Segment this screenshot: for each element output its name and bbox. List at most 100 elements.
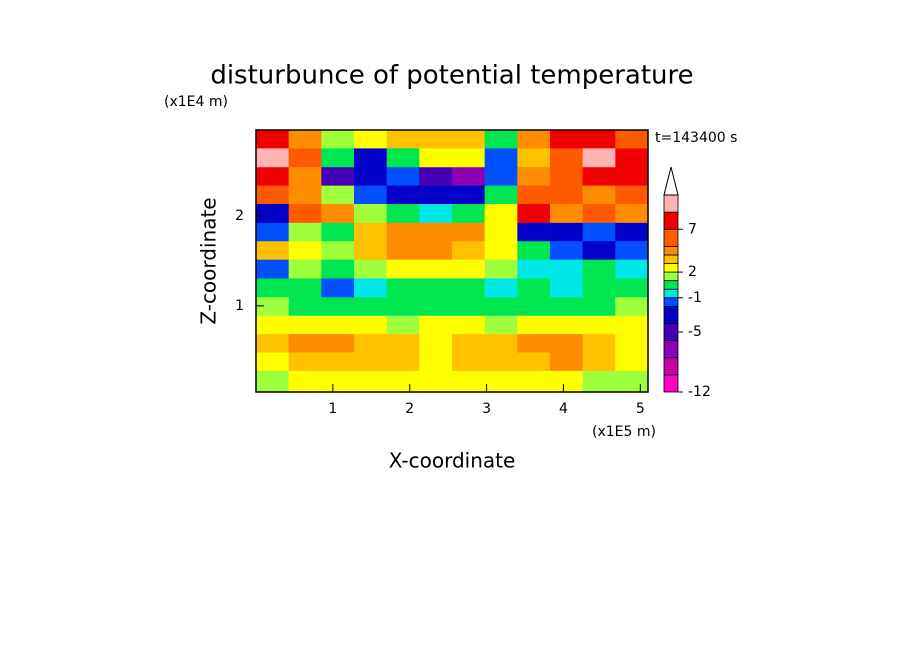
- contour-cell: [354, 222, 388, 242]
- contour-cell: [256, 334, 290, 354]
- contour-cell: [550, 370, 584, 393]
- contour-cell: [517, 167, 551, 187]
- contour-cell: [321, 259, 355, 279]
- contour-cell: [484, 222, 518, 242]
- contour-cell: [256, 167, 290, 187]
- contour-cell: [615, 370, 649, 393]
- contour-cell: [615, 334, 649, 354]
- contour-cell: [256, 259, 290, 279]
- contour-cell: [256, 222, 290, 242]
- contour-cell: [615, 185, 649, 205]
- contour-cell: [550, 130, 584, 149]
- contour-cell: [321, 334, 355, 354]
- contour-cell: [582, 297, 616, 317]
- contour-cell: [582, 315, 616, 335]
- contour-cell: [419, 241, 453, 261]
- contour-cell: [517, 315, 551, 335]
- colorbar-box: [663, 305, 679, 324]
- colorbar-box: [663, 245, 679, 256]
- contour-cell: [484, 148, 518, 168]
- contour-cell: [321, 370, 355, 393]
- contour-cell: [354, 241, 388, 261]
- contour-cell: [256, 204, 290, 224]
- contour-cell: [452, 297, 486, 317]
- contour-cell: [419, 297, 453, 317]
- contour-cell: [354, 259, 388, 279]
- contour-cell: [288, 352, 322, 372]
- contour-cell: [354, 167, 388, 187]
- contour-cell: [550, 278, 584, 298]
- contour-cell: [517, 278, 551, 298]
- contour-cell: [354, 334, 388, 354]
- contour-cell: [354, 130, 388, 149]
- contour-cell: [517, 204, 551, 224]
- contour-cell: [484, 352, 518, 372]
- contour-cell: [354, 204, 388, 224]
- x-tick-label: 3: [482, 401, 491, 417]
- x-tick-label: 5: [636, 401, 645, 417]
- contour-cell: [484, 315, 518, 335]
- colorbar-box: [663, 357, 679, 376]
- contour-cell: [321, 167, 355, 187]
- contour-cell: [517, 334, 551, 354]
- contour-cell: [582, 185, 616, 205]
- contour-cell: [321, 222, 355, 242]
- contour-cell: [288, 259, 322, 279]
- contour-cell: [517, 222, 551, 242]
- contour-cell: [550, 315, 584, 335]
- contour-cell: [321, 297, 355, 317]
- contour-cell: [386, 352, 420, 372]
- contour-cell: [452, 278, 486, 298]
- colorbar-box: [663, 271, 679, 282]
- contour-cell: [452, 259, 486, 279]
- contour-cell: [419, 167, 453, 187]
- contour-cell: [419, 315, 453, 335]
- contour-cell: [517, 352, 551, 372]
- contour-cell: [615, 130, 649, 149]
- colorbar-extend: [663, 166, 679, 196]
- contour-cell: [321, 204, 355, 224]
- contour-cell: [517, 259, 551, 279]
- contour-cell: [288, 370, 322, 393]
- contour-cell: [386, 222, 420, 242]
- x-tick-label: 1: [328, 401, 337, 417]
- contour-cell: [582, 352, 616, 372]
- colorbar-box: [663, 254, 679, 264]
- contour-cell: [582, 148, 616, 168]
- contour-cell: [582, 241, 616, 261]
- contour-cell: [354, 370, 388, 393]
- contour-cell: [288, 130, 322, 149]
- contour-cell: [452, 241, 486, 261]
- colorbar-tick-label: -12: [688, 384, 711, 400]
- contour-cell: [386, 167, 420, 187]
- contour-cell: [386, 241, 420, 261]
- annotation: t=143400 s: [655, 130, 737, 146]
- contour-cell: [615, 241, 649, 261]
- colorbar-box: [663, 340, 679, 359]
- contour-cell: [288, 241, 322, 261]
- contour-cell: [615, 222, 649, 242]
- contour-cell: [256, 130, 290, 149]
- colorbar-box: [663, 323, 679, 342]
- contour-cell: [419, 259, 453, 279]
- contour-cell: [256, 297, 290, 317]
- contour-cell: [288, 334, 322, 354]
- contour-cell: [321, 241, 355, 261]
- colorbar-box: [663, 263, 679, 273]
- colorbar-box: [663, 228, 679, 247]
- contour-cell: [582, 130, 616, 149]
- colorbar-tick-label: -1: [688, 290, 702, 306]
- contour-cell: [452, 352, 486, 372]
- contour-cell: [386, 130, 420, 149]
- colorbar-tick-label: -5: [688, 324, 702, 340]
- contour-cell: [321, 278, 355, 298]
- contour-cell: [452, 334, 486, 354]
- contour-cell: [288, 315, 322, 335]
- colorbar-box: [663, 211, 679, 230]
- contour-cell: [582, 278, 616, 298]
- contour-cell: [256, 185, 290, 205]
- contour-cell: [484, 241, 518, 261]
- contour-cell: [615, 167, 649, 187]
- contour-cell: [550, 222, 584, 242]
